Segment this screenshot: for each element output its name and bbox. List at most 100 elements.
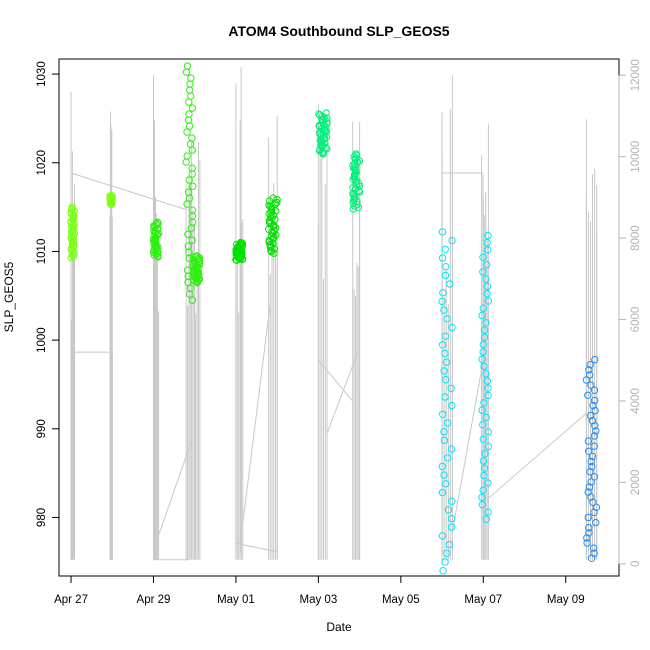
data-point [440,471,448,479]
data-point [478,406,486,414]
elevation-series [70,67,598,561]
data-point [233,240,241,249]
data-point [484,508,492,516]
chart-title: ATOM4 Southbound SLP_GEOS5 [228,23,449,39]
data-point [440,428,448,436]
data-point [478,355,486,363]
data-point [483,260,491,269]
x-tick-label: May 01 [217,594,255,606]
data-point [484,384,492,392]
data-point [582,376,591,384]
data-point [585,524,593,532]
data-point [483,377,491,385]
data-point [68,203,76,211]
x-tick-label: May 09 [547,594,585,606]
data-point [192,252,200,261]
data-point [447,384,455,392]
data-point [481,450,489,458]
data-point [479,304,487,312]
data-point [186,140,195,148]
data-point [480,362,488,371]
elevation-line [70,172,187,211]
data-point [320,113,328,122]
y-tick-label: 990 [36,419,48,438]
data-point [587,478,595,486]
data-point [185,110,193,118]
data-point [590,549,598,557]
data-point [447,445,456,453]
data-point [479,268,487,276]
x-tick-label: May 07 [464,594,502,606]
data-point [439,410,447,418]
y-tick-label: 1010 [36,239,48,265]
data-point [590,386,599,394]
elevation-line [326,351,359,434]
data-point [352,150,360,158]
data-point [187,92,195,100]
data-point [588,462,596,471]
data-point [484,231,492,240]
data-point [182,158,190,166]
data-point [584,513,592,522]
data-point [479,340,487,349]
data-point [585,447,593,455]
y2-tick-label: 10000 [630,141,642,173]
data-point [184,188,193,196]
data-point [186,80,194,88]
data-point [323,145,331,153]
data-point [479,421,487,429]
data-point [588,417,597,425]
data-point [480,471,488,480]
x-tick-label: May 03 [300,594,338,606]
data-point [588,452,597,461]
y2-tick-label: 12000 [630,59,642,91]
data-point [592,427,600,435]
data-point [589,544,598,552]
data-point [479,435,487,443]
data-point [448,497,456,505]
data-point [438,532,447,540]
y-axis-label: SLP_GEOS5 [2,261,16,332]
data-point [478,501,486,509]
data-point [483,239,491,247]
data-point [438,341,447,349]
data-point [484,297,493,305]
data-point [193,252,201,260]
y-axis-left: 980 990 1000 1010 1020 1030 [36,61,60,527]
y2-tick-label: 8000 [630,225,642,251]
data-point [438,228,447,236]
data-point [480,399,488,407]
data-point [267,246,275,255]
x-axis: Apr 27 Apr 29 May 01 May 03 May 05 May 07 May … [54,575,585,606]
data-point [273,195,281,204]
data-point [351,169,359,178]
data-point [587,381,595,389]
data-point [188,206,197,214]
data-point [440,436,449,445]
data-point [237,238,245,247]
data-point [479,348,487,356]
data-point [440,306,448,314]
data-point [585,366,593,374]
data-point [448,401,456,410]
data-point [188,134,196,142]
elevation-line [242,303,271,524]
data-point [188,296,197,304]
data-point [442,375,450,384]
y2-tick-label: 4000 [630,388,642,414]
data-point [590,432,599,440]
y-tick-label: 980 [36,508,48,527]
data-point [479,253,487,261]
data-point [267,208,275,217]
data-point [186,86,194,94]
data-point [443,549,451,557]
data-point [185,122,194,130]
data-point [154,219,162,227]
data-point [188,170,196,178]
data-point [592,518,600,527]
data-point [318,115,326,124]
data-point [590,442,598,450]
data-point [590,473,599,481]
x-tick-label: Apr 29 [137,594,171,606]
data-point [587,457,595,466]
